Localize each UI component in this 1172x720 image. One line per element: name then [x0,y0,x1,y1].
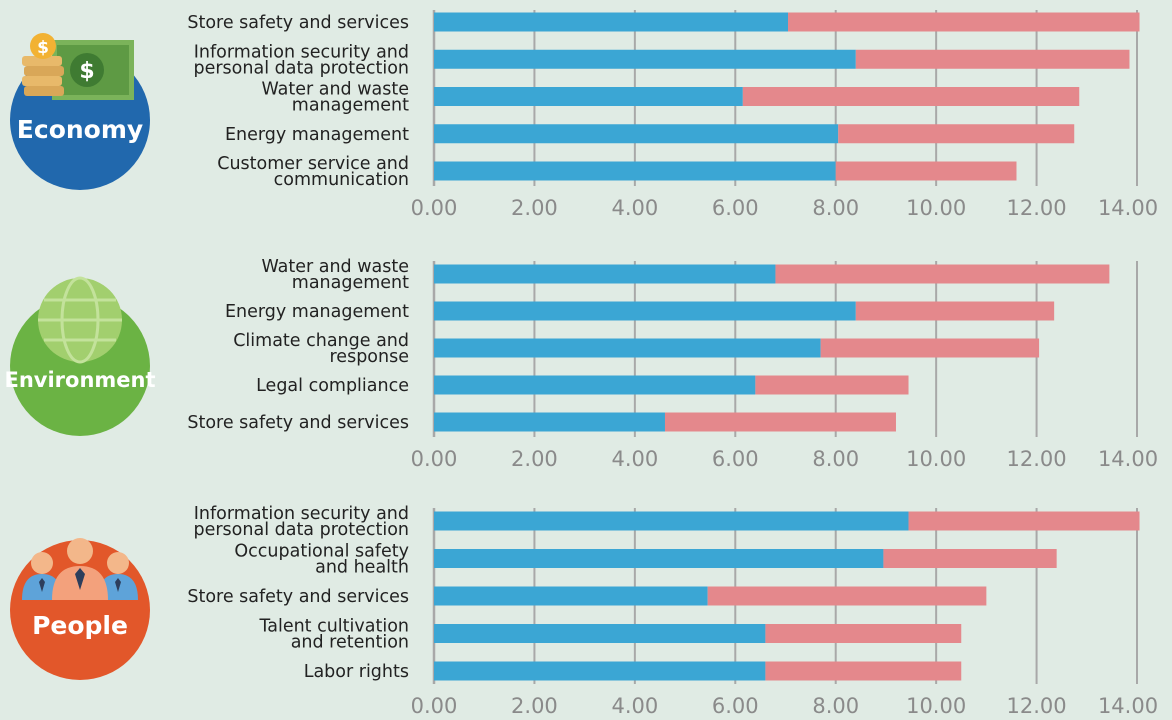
economy-category-label: Store safety and services [187,13,409,33]
people-chart: Information security and personal data pr… [187,504,1158,718]
economy-bar-segment-1 [434,161,836,181]
economy-tick-label: 6.00 [712,196,759,220]
environment-bar-segment-1 [434,338,821,358]
svg-text:$: $ [79,59,94,84]
environment-category-label: Energy management [225,302,409,322]
people-tick-label: 8.00 [812,694,859,718]
economy-bar-segment-1 [434,12,789,32]
environment-bar-segment-1 [434,301,856,321]
people-bar-segment-1 [434,549,884,568]
people-bar-segment-1 [434,624,766,643]
environment-bar-segment-2 [820,338,1040,358]
svg-text:$: $ [37,38,49,58]
environment-badge: Environment [4,276,156,436]
people-bar-segment-1 [434,511,909,531]
economy-tick-label: 4.00 [611,196,658,220]
environment-category-label: Store safety and services [187,413,409,433]
economy-category-label: Customer service and communication [217,154,409,190]
people-category-label: Labor rights [304,662,409,682]
people-label: People [32,611,128,640]
people-bar-segment-2 [883,549,1057,568]
people-bar-segment-1 [434,661,766,681]
environment-tick-label: 12.00 [1007,447,1067,471]
people-tick-label: 6.00 [712,694,759,718]
environment-bar-segment-2 [664,412,896,432]
environment-bar-segment-1 [434,375,756,395]
globe-icon [38,276,122,364]
environment-category-label: Water and waste management [261,257,409,293]
people-badge: People [10,538,150,680]
people-tick-label: 10.00 [906,694,966,718]
people-bar-segment-2 [908,511,1140,531]
economy-bar-segment-2 [742,87,1080,106]
economy-bar-segment-2 [838,124,1075,144]
environment-chart: Water and waste management Energy manageme… [187,257,1158,471]
economy-label: Economy [17,115,143,144]
environment-bar-segment-2 [855,301,1055,321]
environment-bar-segment-1 [434,412,665,432]
people-bar-segment-2 [765,624,962,643]
economy-bar-segment-2 [835,161,1017,181]
economy-category-label: Water and waste management [261,80,409,116]
environment-label: Environment [4,368,155,392]
economy-chart: Store safety and services Information sec… [187,10,1158,220]
economy-bar-segment-2 [788,12,1140,32]
people-tick-label: 0.00 [411,694,458,718]
economy-tick-label: 8.00 [812,196,859,220]
economy-tick-label: 14.00 [1098,196,1158,220]
economy-tick-label: 12.00 [1007,196,1067,220]
economy-badge: $ $ Economy [10,33,150,190]
environment-tick-label: 0.00 [411,447,458,471]
environment-tick-label: 14.00 [1098,447,1158,471]
people-tick-label: 2.00 [511,694,558,718]
economy-category-label: Information security and personal data pr… [193,42,409,78]
people-icon [22,538,138,600]
economy-tick-label: 0.00 [411,196,458,220]
environment-bar-segment-2 [775,264,1110,284]
economy-bar-segment-1 [434,49,856,69]
people-category-label: Store safety and services [187,587,409,607]
environment-tick-label: 6.00 [712,447,759,471]
economy-bar-segment-2 [855,49,1130,69]
environment-tick-label: 10.00 [906,447,966,471]
money-icon: $ $ [22,33,134,100]
economy-bar-segment-1 [434,124,839,144]
environment-category-label: Legal compliance [256,376,409,396]
environment-tick-label: 4.00 [611,447,658,471]
people-tick-label: 4.00 [611,694,658,718]
economy-bar-segment-1 [434,87,743,106]
people-tick-label: 12.00 [1007,694,1067,718]
economy-category-label: Energy management [225,125,409,145]
people-bar-segment-1 [434,586,708,606]
environment-tick-label: 8.00 [812,447,859,471]
people-tick-label: 14.00 [1098,694,1158,718]
people-category-label: Information security and personal data pr… [193,504,409,540]
economy-tick-label: 10.00 [906,196,966,220]
people-category-label: Talent cultivation and retention [258,617,409,653]
people-bar-segment-2 [765,661,962,681]
people-category-label: Occupational safety and health [234,542,409,578]
environment-bar-segment-1 [434,264,776,284]
environment-tick-label: 2.00 [511,447,558,471]
environment-category-label: Climate change and response [233,331,409,367]
environment-bar-segment-2 [755,375,909,395]
people-bar-segment-2 [707,586,987,606]
economy-tick-label: 2.00 [511,196,558,220]
